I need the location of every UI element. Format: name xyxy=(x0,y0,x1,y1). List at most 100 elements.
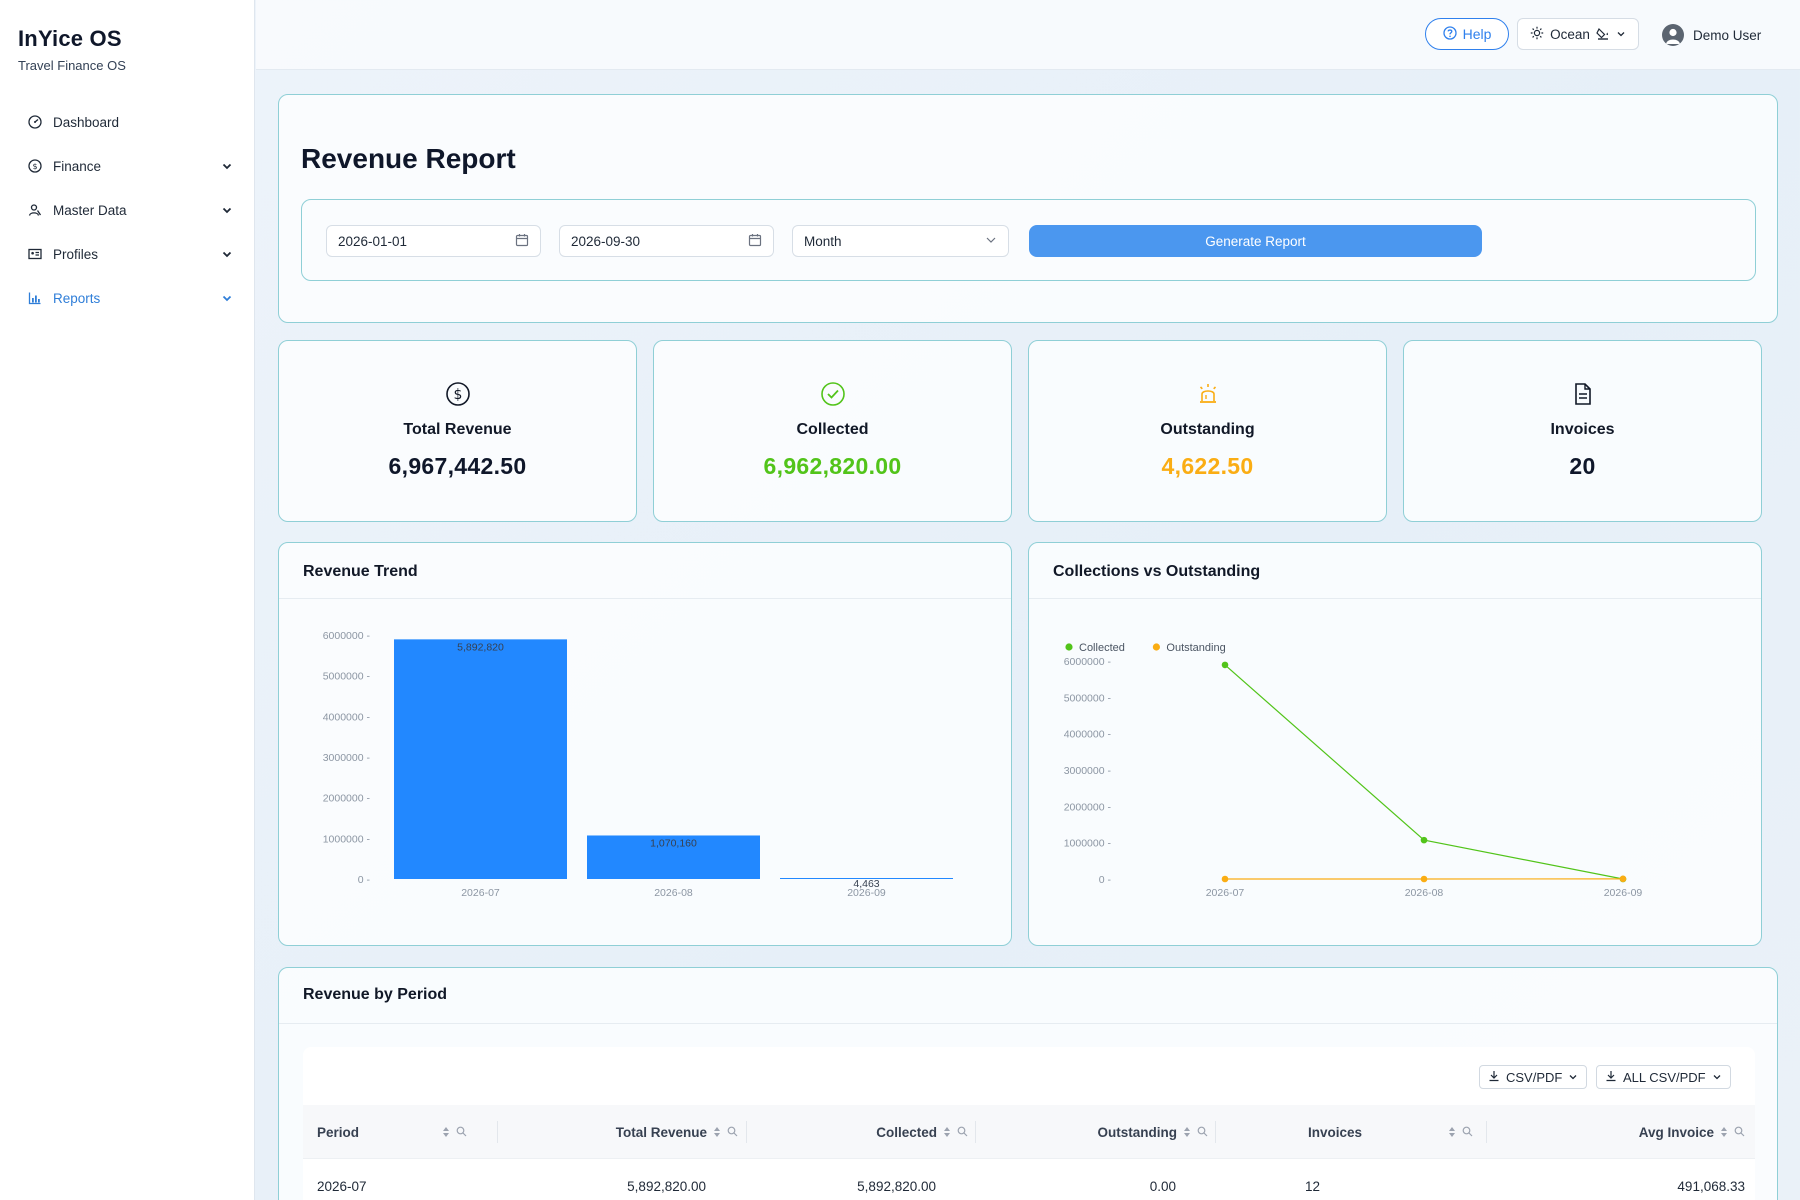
column-label: Avg Invoice xyxy=(1638,1124,1714,1140)
search-icon[interactable] xyxy=(1462,1125,1473,1140)
download-icon xyxy=(1605,1070,1617,1085)
calendar-icon xyxy=(748,233,762,250)
kpi-card-outstanding: Outstanding 4,622.50 xyxy=(1028,340,1387,522)
document-icon xyxy=(1404,381,1761,407)
column-separator xyxy=(975,1121,976,1143)
series-line xyxy=(1224,664,1624,880)
start-date-value: 2026-01-01 xyxy=(338,233,408,249)
kpi-card-collected: Collected 6,962,820.00 xyxy=(653,340,1012,522)
users-icon xyxy=(27,202,43,218)
dashboard-icon xyxy=(27,114,43,130)
help-button[interactable]: Help xyxy=(1425,18,1509,50)
table-title: Revenue by Period xyxy=(303,986,448,1003)
column-header-period[interactable]: Period xyxy=(317,1105,467,1159)
search-icon[interactable] xyxy=(456,1125,467,1140)
avatar xyxy=(1662,24,1684,46)
search-icon[interactable] xyxy=(727,1125,738,1140)
chevron-down-icon xyxy=(1616,27,1626,42)
export-button[interactable]: CSV/PDF xyxy=(1479,1065,1588,1089)
search-icon[interactable] xyxy=(1197,1125,1208,1140)
sidebar-item-label: Dashboard xyxy=(53,114,120,130)
sort-icon[interactable] xyxy=(1448,1126,1456,1138)
sidebar-item-profiles[interactable]: Profiles xyxy=(0,232,255,276)
granularity-value: Month xyxy=(804,233,842,249)
column-label: Invoices xyxy=(1308,1124,1363,1140)
legend-marker xyxy=(1065,643,1073,651)
end-date-picker[interactable]: 2026-09-30 xyxy=(559,225,774,257)
column-separator xyxy=(497,1121,498,1143)
brand: InYice OS Travel Finance OS xyxy=(18,26,126,73)
column-label: Total Revenue xyxy=(615,1124,707,1140)
kpi-card-invoices: Invoices 20 xyxy=(1403,340,1762,522)
search-icon[interactable] xyxy=(957,1125,968,1140)
kpi-label: Collected xyxy=(796,421,869,438)
sort-icon[interactable] xyxy=(1720,1126,1728,1138)
export-label: CSV/PDF xyxy=(1506,1069,1563,1085)
sidebar-item-master-data[interactable]: Master Data xyxy=(0,188,255,232)
bar xyxy=(587,835,760,879)
end-date-value: 2026-09-30 xyxy=(571,233,641,249)
generate-report-button[interactable]: Generate Report xyxy=(1029,225,1482,257)
id-card-icon xyxy=(27,246,43,262)
column-separator xyxy=(746,1121,747,1143)
y-tick-label: 6000000 - xyxy=(323,630,371,642)
report-filter-card: Revenue Report 2026-01-01 2026-09-30 Mon… xyxy=(278,94,1778,323)
sidebar-item-dashboard[interactable]: Dashboard xyxy=(0,100,255,144)
cell-collected: 5,892,820.00 xyxy=(857,1178,936,1194)
bar-data-label: 5,892,820 xyxy=(457,641,504,653)
data-point xyxy=(1221,661,1229,669)
user-name: Demo User xyxy=(1693,27,1762,43)
data-point xyxy=(1221,875,1229,883)
sidebar-nav: Dashboard $ Finance Master Data Profiles xyxy=(0,100,255,320)
theme-select[interactable]: Ocean xyxy=(1517,18,1639,50)
column-separator xyxy=(1215,1121,1216,1143)
bar xyxy=(780,878,953,879)
y-tick-label: 3000000 - xyxy=(323,752,371,764)
y-tick-label: 4000000 - xyxy=(1064,729,1112,741)
alarm-icon xyxy=(1029,381,1386,407)
column-header-collected[interactable]: Collected xyxy=(758,1105,968,1159)
chevron-down-icon xyxy=(221,248,233,260)
column-header-total-revenue[interactable]: Total Revenue xyxy=(508,1105,738,1159)
svg-text:$: $ xyxy=(453,387,462,403)
chevron-down-icon xyxy=(1712,1070,1722,1085)
sun-icon xyxy=(1530,26,1544,43)
sidebar-item-finance[interactable]: $ Finance xyxy=(0,144,255,188)
chevron-down-icon xyxy=(221,160,233,172)
column-label: Period xyxy=(317,1124,360,1140)
check-circle-icon xyxy=(654,381,1011,407)
sort-icon[interactable] xyxy=(943,1126,951,1138)
export-all-button[interactable]: ALL CSV/PDF xyxy=(1596,1065,1731,1089)
column-separator xyxy=(1486,1121,1487,1143)
column-header-outstanding[interactable]: Outstanding xyxy=(988,1105,1208,1159)
sort-icon[interactable] xyxy=(713,1126,721,1138)
search-icon[interactable] xyxy=(1734,1125,1745,1140)
legend-label: Collected xyxy=(1079,642,1125,654)
question-circle-icon xyxy=(1442,25,1457,43)
y-tick-label: 0 - xyxy=(1099,874,1112,886)
x-tick-label: 2026-07 xyxy=(1206,887,1245,899)
column-header-avg-invoice[interactable]: Avg Invoice xyxy=(1498,1105,1745,1159)
kpi-value: 6,962,820.00 xyxy=(763,453,902,479)
start-date-picker[interactable]: 2026-01-01 xyxy=(326,225,541,257)
svg-text:$: $ xyxy=(32,162,37,171)
granularity-select[interactable]: Month xyxy=(792,225,1009,257)
table-row[interactable]: 2026-07 5,892,820.00 5,892,820.00 0.00 1… xyxy=(303,1159,1755,1200)
column-header-invoices[interactable]: Invoices xyxy=(1308,1105,1473,1159)
chart-title: Collections vs Outstanding xyxy=(1053,563,1261,580)
data-point xyxy=(1619,875,1627,883)
x-tick-label: 2026-08 xyxy=(1405,887,1444,899)
sort-icon[interactable] xyxy=(442,1126,450,1138)
divider xyxy=(279,598,1011,599)
sort-icon[interactable] xyxy=(1183,1126,1191,1138)
y-tick-label: 0 - xyxy=(358,874,371,886)
bar-data-label: 4,463 xyxy=(853,878,879,890)
sidebar-item-reports[interactable]: Reports xyxy=(0,276,255,320)
user-menu[interactable]: Demo User xyxy=(1662,24,1761,46)
chevron-down-icon xyxy=(221,292,233,304)
legend-label: Outstanding xyxy=(1166,642,1225,654)
table-header: Period Total Revenue Collected Outstandi… xyxy=(303,1105,1755,1159)
paint-bucket-icon xyxy=(1596,26,1610,43)
revenue-trend-card: Revenue Trend 6000000 - 5000000 - 4000000 … xyxy=(278,542,1012,946)
data-point xyxy=(1420,875,1428,883)
